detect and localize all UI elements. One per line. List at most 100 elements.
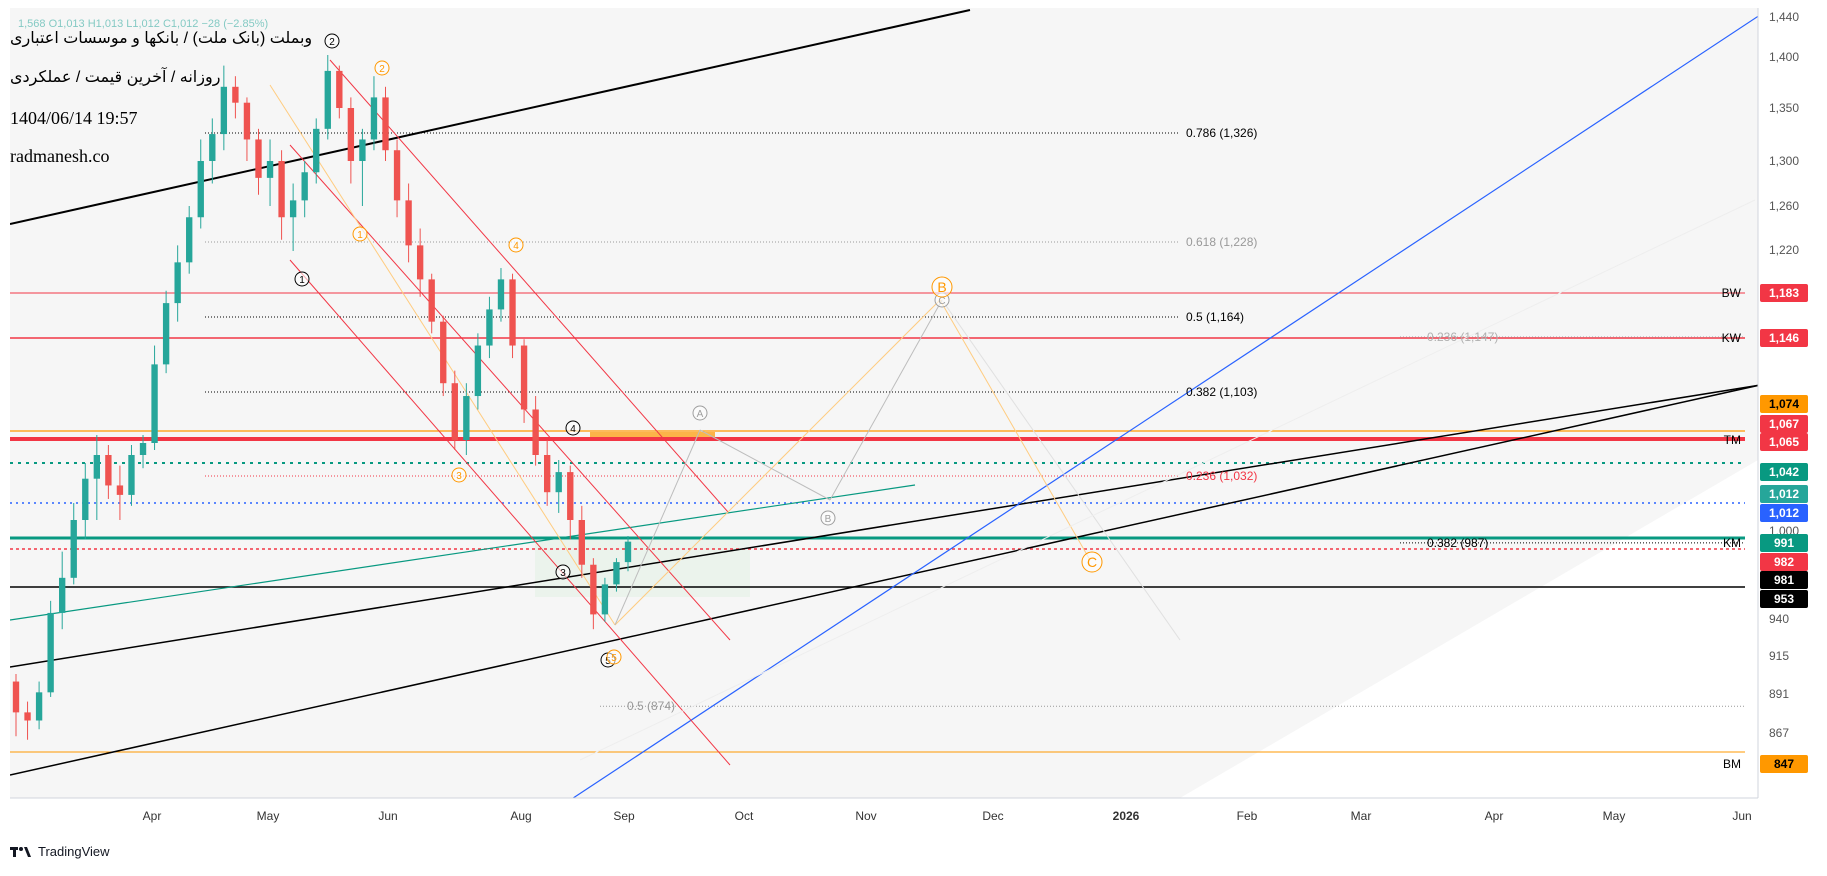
wave-label: B [937, 279, 946, 295]
price-tick: 867 [1769, 726, 1789, 740]
wave-label: 2 [329, 37, 335, 48]
wave-marker [374, 60, 390, 76]
candle-body [82, 478, 89, 520]
candle-body [359, 139, 366, 161]
candle-body [116, 485, 124, 495]
candle-body [370, 97, 378, 140]
level-tag: KW [1722, 331, 1742, 345]
wave-marker [1081, 551, 1103, 573]
wave-label: 3 [560, 568, 566, 579]
time-tick: Dec [982, 809, 1003, 823]
price-badge-label: 1,012 [1769, 506, 1799, 520]
time-tick: Jun [1732, 809, 1751, 823]
candle-body [289, 200, 297, 218]
time-tick: Mar [1351, 809, 1372, 823]
fib-label: 0.5 (1,164) [1186, 310, 1244, 324]
candle-body [463, 396, 470, 440]
candle-body [324, 70, 331, 129]
trendline [941, 299, 1181, 641]
candle-body [186, 217, 193, 263]
price-badge [1760, 433, 1808, 451]
price-tick: 1,300 [1769, 154, 1799, 168]
trendline [614, 429, 701, 626]
price-badge-label: 1,074 [1769, 397, 1799, 411]
trendline [10, 384, 1758, 668]
time-tick: Jun [378, 809, 397, 823]
price-badge [1760, 504, 1808, 522]
candle-body [543, 455, 551, 493]
price-tick: 1,220 [1769, 243, 1799, 257]
fib-label: 0.236 (1,147) [1427, 330, 1498, 344]
tradingview-icon [10, 846, 31, 857]
price-badge [1760, 553, 1808, 571]
time-tick: Feb [1237, 809, 1258, 823]
price-badge [1760, 590, 1808, 608]
price-badge-label: 953 [1774, 592, 1794, 606]
candle-body [174, 262, 181, 304]
tradingview-logo[interactable]: TradingView [10, 844, 110, 859]
time-tick: Sep [613, 809, 635, 823]
trendline [699, 429, 831, 501]
time-tick: Apr [1485, 809, 1504, 823]
price-tick: 891 [1769, 687, 1789, 701]
time-tick: Oct [735, 809, 754, 823]
price-tick: 1,400 [1769, 50, 1799, 64]
wave-label: C [938, 296, 945, 307]
price-badge [1760, 284, 1808, 302]
candle-body [532, 409, 539, 455]
trendline [289, 259, 731, 766]
candle-body [393, 150, 401, 201]
trendline [329, 59, 729, 513]
price-tick: 1,440 [1769, 10, 1799, 24]
candle-body [428, 279, 435, 322]
price-badge-label: 982 [1774, 555, 1794, 569]
price-badge-label: 1,042 [1769, 465, 1799, 479]
level-tag: BM [1723, 757, 1741, 771]
candle-body [24, 712, 31, 721]
ohlc-readout: 1,568 O1,013 H1,013 L1,012 C1,012 −28 (−… [18, 18, 269, 30]
chart-subtitle: روزانه / آخرین قیمت / عملکردی [10, 69, 221, 86]
wave-marker [451, 467, 467, 483]
trendline [10, 384, 1758, 776]
time-tick: 2026 [1113, 809, 1140, 823]
wave-marker [692, 405, 708, 421]
candle-body [139, 443, 147, 455]
fib-label: 0.786 (1,326) [1186, 126, 1257, 140]
price-badge [1760, 329, 1808, 347]
candle-body [47, 612, 54, 693]
wave-marker [606, 649, 622, 665]
price-badge-label: 1,146 [1769, 331, 1799, 345]
candle-body [105, 455, 112, 486]
wave-marker [508, 237, 524, 253]
wave-marker [565, 420, 581, 436]
wave-label: 4 [513, 241, 519, 252]
fib-label: 0.618 (1,228) [1186, 235, 1257, 249]
level-tag: TM [1724, 433, 1741, 447]
price-badge-label: 1,012 [1769, 487, 1799, 501]
price-badge [1760, 485, 1808, 503]
annotations-layer: 0.786 (1,326) 0.618 (1,228) 0.5 (1,164) 0.3… [294, 33, 1498, 713]
level-tag: KM [1723, 536, 1741, 550]
wave-label: 4 [570, 424, 576, 435]
resistance-zone [590, 432, 715, 439]
fib-label: 0.236 (1,032) [1186, 469, 1257, 483]
price-badge-label: 1,067 [1769, 417, 1799, 431]
wave-label: 2 [379, 64, 385, 75]
price-badge-label: 1,183 [1769, 286, 1799, 300]
candle-body [12, 681, 20, 713]
candle-body [93, 455, 101, 479]
chart-title: وبملت (بانک ملت) / بانکها و موسسات اعتبا… [10, 30, 313, 47]
candle-body [601, 584, 609, 615]
trendline [579, 199, 1756, 761]
trendline [10, 484, 916, 621]
candle-body [128, 455, 135, 495]
price-tick: 1,350 [1769, 101, 1799, 115]
price-badge-label: 991 [1774, 536, 1794, 550]
wave-label: 1 [299, 275, 305, 286]
candle-body [486, 309, 493, 346]
candle-body [567, 472, 574, 520]
candle-body [474, 345, 482, 397]
price-badge-label: 1,065 [1769, 435, 1799, 449]
